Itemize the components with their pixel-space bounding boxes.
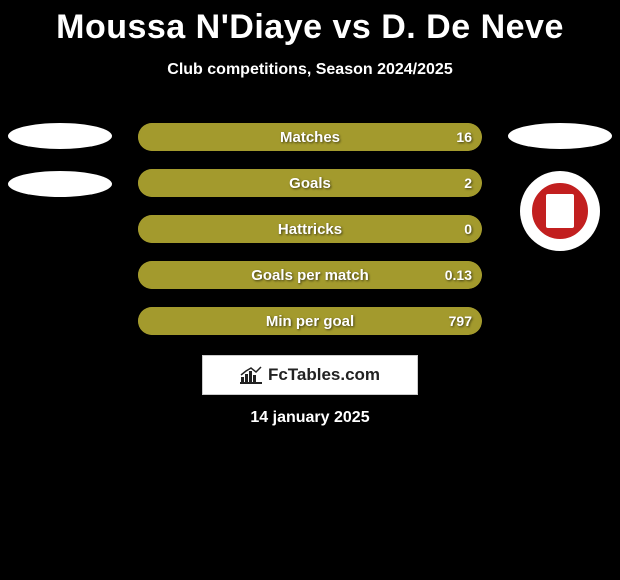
left-club-logo-placeholder xyxy=(8,171,112,197)
stat-label: Goals per match xyxy=(251,267,369,284)
stat-row: Hattricks 0 xyxy=(138,215,482,243)
stat-row: Goals per match 0.13 xyxy=(138,261,482,289)
stat-label: Matches xyxy=(280,129,340,146)
right-player-photo-placeholder xyxy=(508,123,612,149)
club-logo-emblem xyxy=(546,194,574,228)
club-logo-shield xyxy=(529,180,591,242)
right-club-logo xyxy=(520,171,600,251)
stat-row: Matches 16 xyxy=(138,123,482,151)
stat-value-right: 2 xyxy=(464,175,472,191)
stat-row: Min per goal 797 xyxy=(138,307,482,335)
stat-value-right: 797 xyxy=(449,313,472,329)
stat-label: Goals xyxy=(289,175,331,192)
subtitle: Club competitions, Season 2024/2025 xyxy=(0,61,620,79)
stat-value-right: 16 xyxy=(456,129,472,145)
right-player-column xyxy=(508,123,612,251)
branding-label: FcTables.com xyxy=(268,365,380,385)
stat-row: Goals 2 xyxy=(138,169,482,197)
stat-value-right: 0.13 xyxy=(445,267,472,283)
date-label: 14 january 2025 xyxy=(250,409,369,427)
page-title: Moussa N'Diaye vs D. De Neve xyxy=(0,0,620,47)
stat-label: Hattricks xyxy=(278,221,342,238)
stats-bar-list: Matches 16 Goals 2 Hattricks 0 Goals per match… xyxy=(138,123,482,335)
left-player-photo-placeholder xyxy=(8,123,112,149)
branding-box: FcTables.com xyxy=(202,355,418,395)
stat-label: Min per goal xyxy=(266,313,354,330)
comparison-infographic: Moussa N'Diaye vs D. De Neve Club compet… xyxy=(0,0,620,580)
chart-icon xyxy=(240,366,262,384)
stat-value-right: 0 xyxy=(464,221,472,237)
left-player-column xyxy=(8,123,112,197)
